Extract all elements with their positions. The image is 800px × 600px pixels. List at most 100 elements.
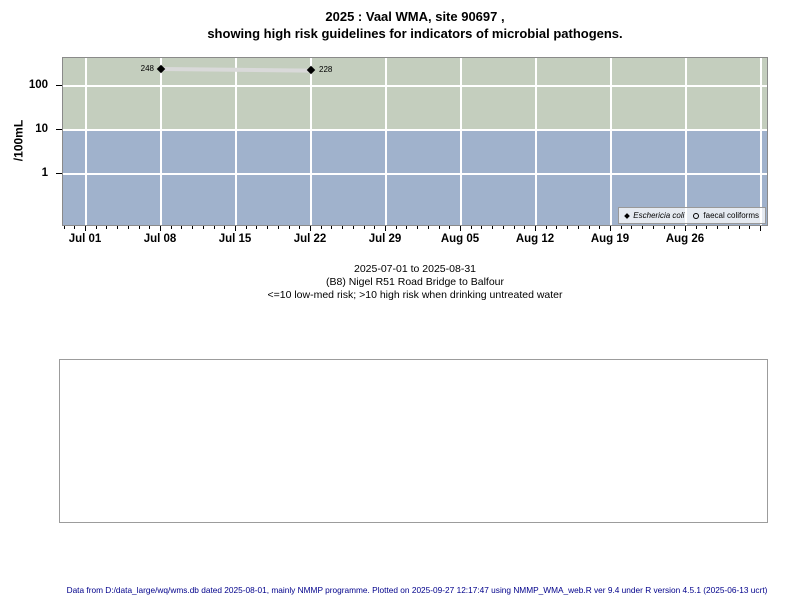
x-axis-tick-minor <box>599 226 601 229</box>
y-axis-tick-label: 1 <box>41 167 48 179</box>
x-axis-tick-major <box>610 226 611 231</box>
x-axis-tick-minor <box>288 226 290 229</box>
legend-entry: Eschericia coli <box>624 211 685 220</box>
x-axis-tick-minor <box>417 226 419 229</box>
x-axis-tick-minor <box>545 226 547 229</box>
x-axis-tick-minor <box>588 226 590 229</box>
caption: 2025-07-01 to 2025-08-31 (B8) Nigel R51 … <box>62 263 768 302</box>
chart-title-line1: 2025 : Vaal WMA, site 90697 , <box>325 9 505 24</box>
x-axis-tick-minor <box>663 226 665 229</box>
data-point-label: 228 <box>319 65 333 75</box>
x-axis-tick-minor <box>95 226 97 229</box>
x-axis-tick-minor <box>406 226 408 229</box>
x-axis-tick-minor <box>127 226 129 229</box>
gridline-horizontal <box>63 173 767 175</box>
gridline-vertical <box>460 58 462 225</box>
chart-title-line2: showing high risk guidelines for indicat… <box>207 26 623 41</box>
gridline-horizontal <box>63 85 767 87</box>
x-axis-tick-minor <box>695 226 697 229</box>
x-axis-tick-major <box>85 226 86 231</box>
x-axis-tick-minor <box>674 226 676 229</box>
x-axis-tick-major <box>685 226 686 231</box>
x-axis-tick-minor <box>513 226 515 229</box>
x-axis-tick-minor <box>738 226 740 229</box>
x-axis-tick-minor <box>245 226 247 229</box>
plot-area: Eschericia coli faecal coliforms 248 228 <box>62 57 768 226</box>
x-axis-tick-label: Jul 15 <box>218 233 252 245</box>
gridline-vertical <box>685 58 687 225</box>
x-axis-tick-minor <box>299 226 301 229</box>
chart-title: 2025 : Vaal WMA, site 90697 , showing hi… <box>62 8 768 42</box>
x-axis-tick-label: Jul 08 <box>143 233 177 245</box>
caption-risk-note: <=10 low-med risk; >10 high risk when dr… <box>267 289 563 301</box>
gridline-vertical <box>385 58 387 225</box>
x-axis-tick-minor <box>149 226 151 229</box>
x-axis-tick-minor <box>620 226 622 229</box>
x-axis-tick-minor <box>277 226 279 229</box>
x-axis-tick-minor <box>652 226 654 229</box>
caption-site-name: (B8) Nigel R51 Road Bridge to Balfour <box>325 276 504 288</box>
x-axis-tick-minor <box>706 226 708 229</box>
x-axis-tick-minor <box>567 226 569 229</box>
x-axis-tick-minor <box>502 226 504 229</box>
x-axis-tick-minor <box>556 226 558 229</box>
x-axis-tick-label: Aug 26 <box>665 233 705 245</box>
gridline-vertical <box>160 58 162 225</box>
x-axis-tick-minor <box>331 226 333 229</box>
x-axis-tick-major <box>235 226 236 231</box>
x-axis-tick-minor <box>395 226 397 229</box>
x-axis-tick-minor <box>449 226 451 229</box>
x-axis-tick-minor <box>170 226 172 229</box>
open-circle-icon <box>693 212 700 219</box>
x-axis-tick-major <box>760 226 761 231</box>
x-axis-tick-minor <box>374 226 376 229</box>
x-axis-tick-minor <box>117 226 119 229</box>
x-axis-tick-minor <box>352 226 354 229</box>
x-axis-tick-minor <box>524 226 526 229</box>
x-axis-tick-major <box>310 226 311 231</box>
gridline-vertical <box>760 58 762 225</box>
y-axis-tick-label: 100 <box>28 79 48 91</box>
x-axis-tick-minor <box>74 226 76 229</box>
data-point-label: 248 <box>140 63 154 73</box>
x-axis-tick-minor <box>470 226 472 229</box>
y-axis-tick <box>56 85 62 86</box>
gridline-vertical <box>235 58 237 225</box>
x-axis-tick-minor <box>727 226 729 229</box>
x-axis-tick-minor <box>224 226 226 229</box>
x-axis-tick-minor <box>342 226 344 229</box>
x-axis-tick-minor <box>192 226 194 229</box>
legend-label: Eschericia coli <box>633 211 685 220</box>
x-axis-tick-label: Jul 29 <box>368 233 402 245</box>
x-axis-tick-minor <box>749 226 751 229</box>
gridline-vertical <box>310 58 312 225</box>
legend-label: faecal coliforms <box>703 211 759 220</box>
y-axis-tick-label: 10 <box>35 123 48 135</box>
gridline-horizontal <box>63 129 767 131</box>
x-axis-tick-label: Jul 01 <box>68 233 102 245</box>
x-axis-tick-minor <box>138 226 140 229</box>
x-axis-tick-label: Aug 05 <box>440 233 480 245</box>
x-axis-tick-minor <box>267 226 269 229</box>
x-axis-tick-major <box>385 226 386 231</box>
gridline-vertical <box>610 58 612 225</box>
x-axis-tick-major <box>535 226 536 231</box>
x-axis-tick-minor <box>363 226 365 229</box>
legend-entry: faecal coliforms <box>693 211 759 220</box>
footer-provenance: Data from D:/data_large/wq/wms.db dated … <box>66 585 768 595</box>
x-axis-tick-minor <box>492 226 494 229</box>
x-axis-tick-minor <box>717 226 719 229</box>
y-axis: 100 10 1 <box>0 57 62 229</box>
empty-panel <box>59 359 768 523</box>
filled-diamond-icon <box>624 212 631 219</box>
x-axis-tick-minor <box>106 226 108 229</box>
x-axis-tick-major <box>460 226 461 231</box>
gridline-vertical <box>85 58 87 225</box>
y-axis-tick <box>56 129 62 130</box>
x-axis-tick-minor <box>63 226 65 229</box>
x-axis-tick-minor <box>427 226 429 229</box>
x-axis-tick-label: Aug 12 <box>515 233 555 245</box>
x-axis-tick-label: Jul 22 <box>293 233 327 245</box>
x-axis-tick-label: Aug 19 <box>590 233 630 245</box>
x-axis: Jul 01 Jul 08 Jul 15 Jul 22 Jul 29 Aug 05 Aug … <box>62 226 768 252</box>
